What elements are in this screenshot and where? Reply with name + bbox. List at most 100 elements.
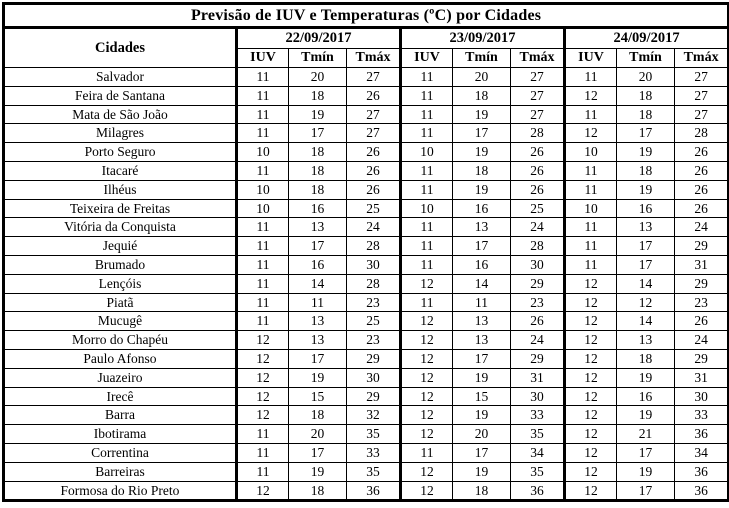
- city-name: Porto Seguro: [3, 142, 237, 162]
- iuv-value: 10: [235, 142, 289, 162]
- city-name: Feira de Santana: [3, 85, 237, 106]
- tmin-value: 16: [288, 254, 347, 275]
- city-name: Formosa do Rio Preto: [3, 480, 237, 502]
- tmin-value: 17: [452, 442, 511, 463]
- iuv-value: 11: [399, 236, 453, 256]
- iuv-value: 12: [563, 461, 617, 482]
- tmin-value: 19: [616, 405, 675, 426]
- city-name: Ilhéus: [3, 179, 237, 200]
- iuv-value: 11: [399, 123, 453, 144]
- iuv-value: 12: [235, 405, 289, 426]
- tmin-value: 17: [452, 348, 511, 369]
- column-header-tmax-2: Tmáx: [510, 48, 565, 68]
- table-row: Salvador 11 20 27 11 20 27 11 20 27: [3, 67, 729, 87]
- date-header-3: 24/09/2017: [562, 27, 729, 49]
- tmax-value: 25: [346, 311, 401, 332]
- iuv-value: 11: [399, 67, 453, 87]
- tmax-value: 29: [673, 236, 729, 256]
- tmax-value: 27: [346, 67, 401, 87]
- table-row: Mata de São João 11 19 27 11 19 27 11 18 27: [3, 104, 729, 125]
- iuv-value: 11: [235, 442, 289, 463]
- tmax-value: 27: [510, 67, 565, 87]
- tmin-value: 17: [616, 480, 675, 502]
- iuv-value: 12: [399, 405, 453, 426]
- city-name: Barra: [3, 405, 237, 426]
- tmax-value: 24: [673, 217, 729, 238]
- tmax-value: 28: [673, 123, 729, 144]
- city-name: Itacaré: [3, 160, 237, 181]
- tmax-value: 35: [346, 424, 401, 444]
- column-header-iuv-1: IUV: [235, 48, 289, 68]
- iuv-value: 11: [563, 254, 617, 275]
- iuv-value: 11: [235, 123, 289, 144]
- table-row: Teixeira de Freitas 10 16 25 10 16 25 10 16 26: [3, 198, 729, 219]
- tmin-value: 19: [616, 142, 675, 162]
- date-header-2: 23/09/2017: [399, 27, 565, 49]
- tmax-value: 25: [510, 198, 565, 219]
- city-name: Ibotirama: [3, 424, 237, 444]
- table-row: Ilhéus 10 18 26 11 19 26 11 19 26: [3, 179, 729, 200]
- iuv-value: 12: [563, 442, 617, 463]
- city-name: Milagres: [3, 123, 237, 144]
- tmin-value: 19: [452, 367, 511, 388]
- iuv-value: 12: [563, 480, 617, 502]
- iuv-value: 12: [563, 123, 617, 144]
- tmax-value: 30: [673, 386, 729, 407]
- column-header-iuv-2: IUV: [399, 48, 453, 68]
- column-header-cidades: Cidades: [3, 27, 237, 68]
- city-name: Jequié: [3, 236, 237, 256]
- title-row: Previsão de IUV e Temperaturas (ºC) por …: [2, 3, 729, 29]
- tmin-value: 19: [616, 367, 675, 388]
- tmin-value: 19: [452, 104, 511, 125]
- table-row: Brumado 11 16 30 11 16 30 11 17 31: [3, 254, 729, 275]
- tmin-value: 13: [452, 330, 511, 350]
- tmax-value: 29: [346, 386, 401, 407]
- tmin-value: 20: [288, 424, 347, 444]
- iuv-value: 12: [563, 405, 617, 426]
- iuv-value: 12: [563, 311, 617, 332]
- city-name: Lençóis: [3, 273, 237, 294]
- table-row: Feira de Santana 11 18 26 11 18 27 12 18 27: [3, 85, 729, 106]
- tmin-value: 17: [288, 236, 347, 256]
- tmax-value: 27: [510, 85, 565, 106]
- tmax-value: 24: [346, 217, 401, 238]
- tmax-value: 30: [346, 367, 401, 388]
- tmin-value: 16: [288, 198, 347, 219]
- tmin-value: 19: [288, 104, 347, 125]
- tmax-value: 25: [346, 198, 401, 219]
- tmin-value: 16: [616, 386, 675, 407]
- iuv-value: 11: [235, 104, 289, 125]
- tmin-value: 14: [616, 311, 675, 332]
- table-row: Barreiras 11 19 35 12 19 35 12 19 36: [3, 461, 729, 482]
- tmax-value: 24: [510, 217, 565, 238]
- tmin-value: 16: [452, 254, 511, 275]
- tmin-value: 19: [616, 179, 675, 200]
- tmax-value: 35: [510, 461, 565, 482]
- column-header-tmax-3: Tmáx: [673, 48, 729, 68]
- column-header-tmax-1: Tmáx: [346, 48, 401, 68]
- tmax-value: 27: [673, 85, 729, 106]
- tmax-value: 30: [510, 386, 565, 407]
- tmin-value: 14: [452, 273, 511, 294]
- tmax-value: 27: [346, 123, 401, 144]
- city-name: Irecê: [3, 386, 237, 407]
- iuv-value: 12: [399, 424, 453, 444]
- column-header-tmin-3: Tmín: [616, 48, 675, 68]
- iuv-value: 11: [399, 292, 453, 313]
- iuv-value: 10: [399, 198, 453, 219]
- iuv-value: 11: [235, 292, 289, 313]
- table-row: Juazeiro 12 19 30 12 19 31 12 19 31: [3, 367, 729, 388]
- tmin-value: 19: [288, 367, 347, 388]
- tmax-value: 26: [673, 142, 729, 162]
- tmax-value: 26: [673, 160, 729, 181]
- tmax-value: 36: [510, 480, 565, 502]
- tmax-value: 26: [510, 179, 565, 200]
- iuv-value: 12: [563, 85, 617, 106]
- tmax-value: 26: [673, 311, 729, 332]
- iuv-value: 11: [235, 67, 289, 87]
- tmax-value: 33: [510, 405, 565, 426]
- iuv-value: 12: [399, 367, 453, 388]
- tmax-value: 26: [673, 198, 729, 219]
- iuv-value: 11: [235, 424, 289, 444]
